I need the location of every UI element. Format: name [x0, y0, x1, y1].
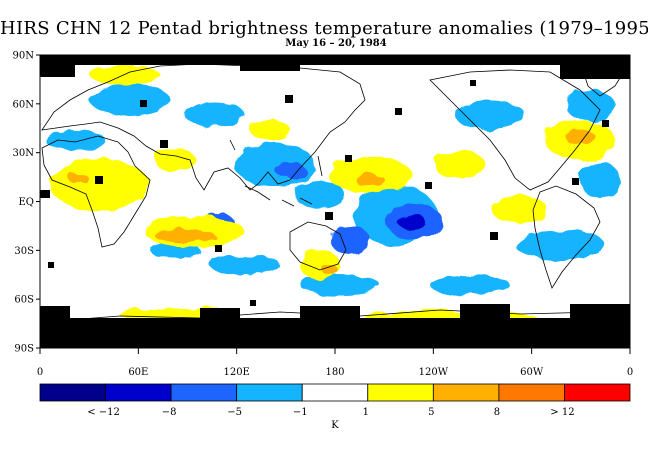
y-tick-label: 60N: [13, 99, 35, 110]
y-tick-label: 60S: [14, 295, 34, 306]
coastline-greenland: [579, 59, 626, 97]
colorbar-box: [301, 383, 369, 402]
colorbar-box: [236, 383, 303, 402]
colorbar-label: −1: [293, 407, 308, 418]
axis-tick-labels: 90N 60N 30N EQ 30S 60S 90S 0 60E 120E 180 120W 60W 0: [13, 51, 634, 379]
coastline-africa: [41, 135, 151, 248]
x-tick-label: 60E: [128, 367, 148, 378]
colorbar-box: [564, 383, 631, 402]
coastline-antarctica: [41, 309, 629, 323]
y-tick-label: 30S: [14, 246, 34, 257]
x-tick-label: 0: [627, 367, 633, 378]
colorbar-labels: < −12 −8 −5 −1 1 5 8 > 12: [87, 407, 574, 418]
colorbar-box: [498, 383, 565, 402]
colorbar-box: [432, 383, 500, 402]
x-tick-label: 120E: [223, 367, 249, 378]
x-tick-label: 120W: [419, 367, 449, 378]
colorbar-box: [39, 383, 106, 402]
y-tick-label: EQ: [19, 197, 35, 208]
colorbar-label: 1: [363, 407, 369, 418]
colorbar-label: 5: [428, 407, 434, 418]
anomaly-dark-blue: [398, 214, 426, 230]
colorbar-box: [170, 383, 238, 402]
colorbar-label: < −12: [87, 407, 120, 418]
map-title: HIRS CHN 12 Pentad brightness temperatur…: [0, 18, 648, 39]
colorbar-unit: K: [331, 420, 339, 431]
x-tick-label: 0: [37, 367, 43, 378]
colorbar: < −12 −8 −5 −1 1 5 8 > 12 K: [39, 383, 631, 431]
colorbar-label: 8: [494, 407, 500, 418]
colorbar-box: [105, 383, 172, 402]
coastline-south-america: [532, 185, 601, 289]
colorbar-box: [367, 383, 434, 402]
coastline-north-america: [429, 69, 601, 191]
x-tick-label: 60W: [520, 367, 544, 378]
coastline-eurasia: [41, 63, 366, 191]
map-panel: 90N 60N 30N EQ 30S 60S 90S 0 60E 120E 180 120W 60W 0: [13, 51, 634, 379]
coastlines: [41, 59, 629, 323]
coastline-australia: [289, 221, 347, 271]
colorbar-label: −8: [162, 407, 177, 418]
y-tick-label: 90N: [13, 51, 35, 62]
axis-ticks: [36, 54, 631, 354]
y-tick-label: 90S: [14, 344, 34, 355]
anomaly-orange: [68, 129, 595, 275]
map-subtitle: May 16 – 20, 1984: [285, 38, 387, 49]
y-tick-label: 30N: [13, 148, 35, 159]
colorbar-boxes: [39, 383, 631, 402]
missing-data: [40, 55, 630, 348]
colorbar-label: −5: [227, 407, 242, 418]
colorbar-label: > 12: [550, 407, 574, 418]
x-tick-label: 180: [325, 367, 344, 378]
coastline-islands: [229, 139, 323, 207]
